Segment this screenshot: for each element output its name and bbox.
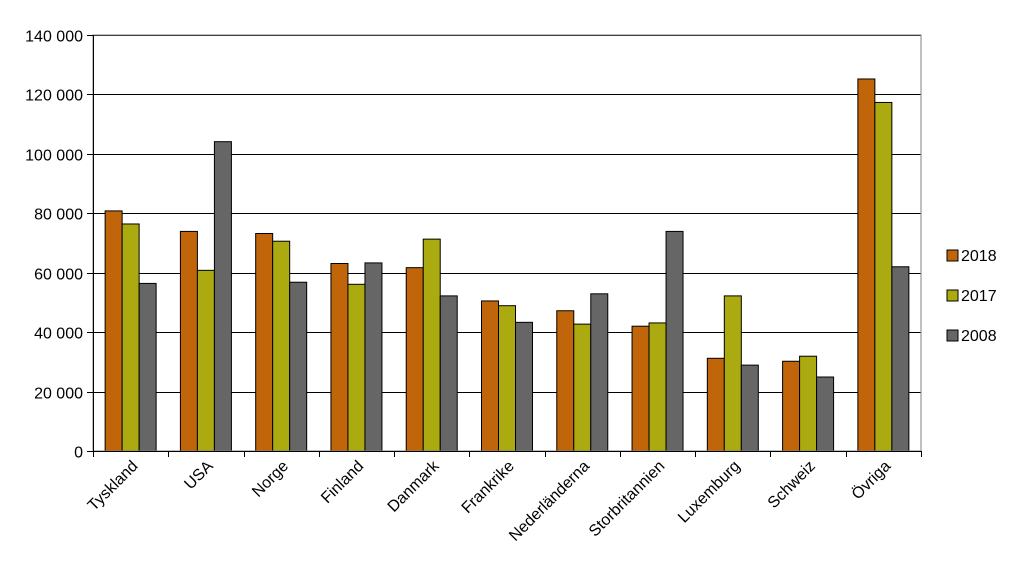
y-tick-label: 20 000 [34, 386, 83, 403]
bar-2008-0 [138, 282, 157, 452]
y-tick-label: 0 [74, 445, 83, 462]
bar-2017-0 [121, 223, 140, 452]
y-tick-label: 60 000 [34, 267, 83, 284]
x-category-label: Luxemburg [675, 458, 744, 527]
bar-2018-0 [104, 210, 123, 452]
x-axis-labels: Tyskland USA Norge Finland Danmark FrankrikeN… [85, 457, 894, 545]
x-category-label: Finland [318, 458, 367, 507]
bar-2018-8 [706, 357, 725, 452]
x-category-label: Frankrike [459, 458, 518, 517]
bar-2017-3 [347, 283, 366, 452]
bar-2008-9 [816, 376, 835, 452]
bar-2017-7 [648, 322, 667, 452]
legend-label-2017: 2017 [961, 288, 997, 305]
bar-2008-5 [515, 321, 533, 452]
bar-2008-3 [364, 262, 383, 452]
bar-2017-2 [272, 240, 291, 452]
y-tick-label: 100 000 [25, 148, 83, 165]
bar-2008-4 [439, 295, 458, 452]
x-category-label: Tyskland [85, 458, 142, 515]
axes [92, 34, 922, 457]
bar-2017-10 [874, 101, 893, 452]
legend-label-2008: 2008 [961, 328, 997, 345]
bar-2018-6 [556, 310, 575, 452]
legend-swatch-2017 [946, 289, 959, 302]
bar-2008-1 [213, 141, 232, 452]
bar-2017-4 [422, 238, 441, 452]
bar-2008-2 [289, 281, 308, 452]
bar-2018-1 [179, 230, 198, 452]
y-tick-label: 40 000 [34, 326, 83, 343]
x-category-label: Övriga [848, 457, 894, 503]
bar-2018-5 [481, 300, 499, 452]
bar-2018-3 [330, 263, 349, 452]
bar-2017-1 [196, 269, 215, 452]
y-tick-label: 120 000 [25, 88, 83, 105]
bar-2008-6 [590, 293, 609, 452]
y-tick-label: 80 000 [34, 207, 83, 224]
bar-2018-10 [857, 78, 876, 452]
bar-2017-8 [723, 295, 742, 452]
x-category-label: Storbritannien [586, 458, 668, 540]
legend-swatch-2008 [946, 329, 959, 342]
bar-2008-8 [740, 364, 759, 452]
bar-2017-9 [799, 355, 818, 452]
x-category-label: USA [181, 458, 217, 494]
legend-label-2018: 2018 [961, 248, 997, 265]
x-category-label: Norge [249, 458, 292, 501]
x-category-label: Nederländerna [506, 458, 593, 545]
y-tick-label: 140 000 [25, 29, 83, 46]
bar-2018-4 [405, 267, 424, 452]
y-axis-ticks: 0 20 000 40 000 60 000 80 000 100 000 120 000 1… [25, 29, 93, 462]
x-category-label: Danmark [385, 457, 444, 516]
legend-swatch-2018 [946, 249, 959, 262]
bar-2017-6 [573, 323, 592, 452]
legend: 2018 2017 2008 [946, 248, 997, 345]
bar-2017-5 [498, 305, 516, 452]
bar-2018-7 [631, 325, 650, 452]
bar-2008-7 [665, 230, 684, 452]
bar-2018-9 [782, 360, 801, 452]
bars [104, 78, 910, 452]
bar-2018-2 [255, 232, 274, 452]
x-category-label: Schweiz [765, 458, 819, 512]
bar-2008-10 [891, 266, 910, 452]
